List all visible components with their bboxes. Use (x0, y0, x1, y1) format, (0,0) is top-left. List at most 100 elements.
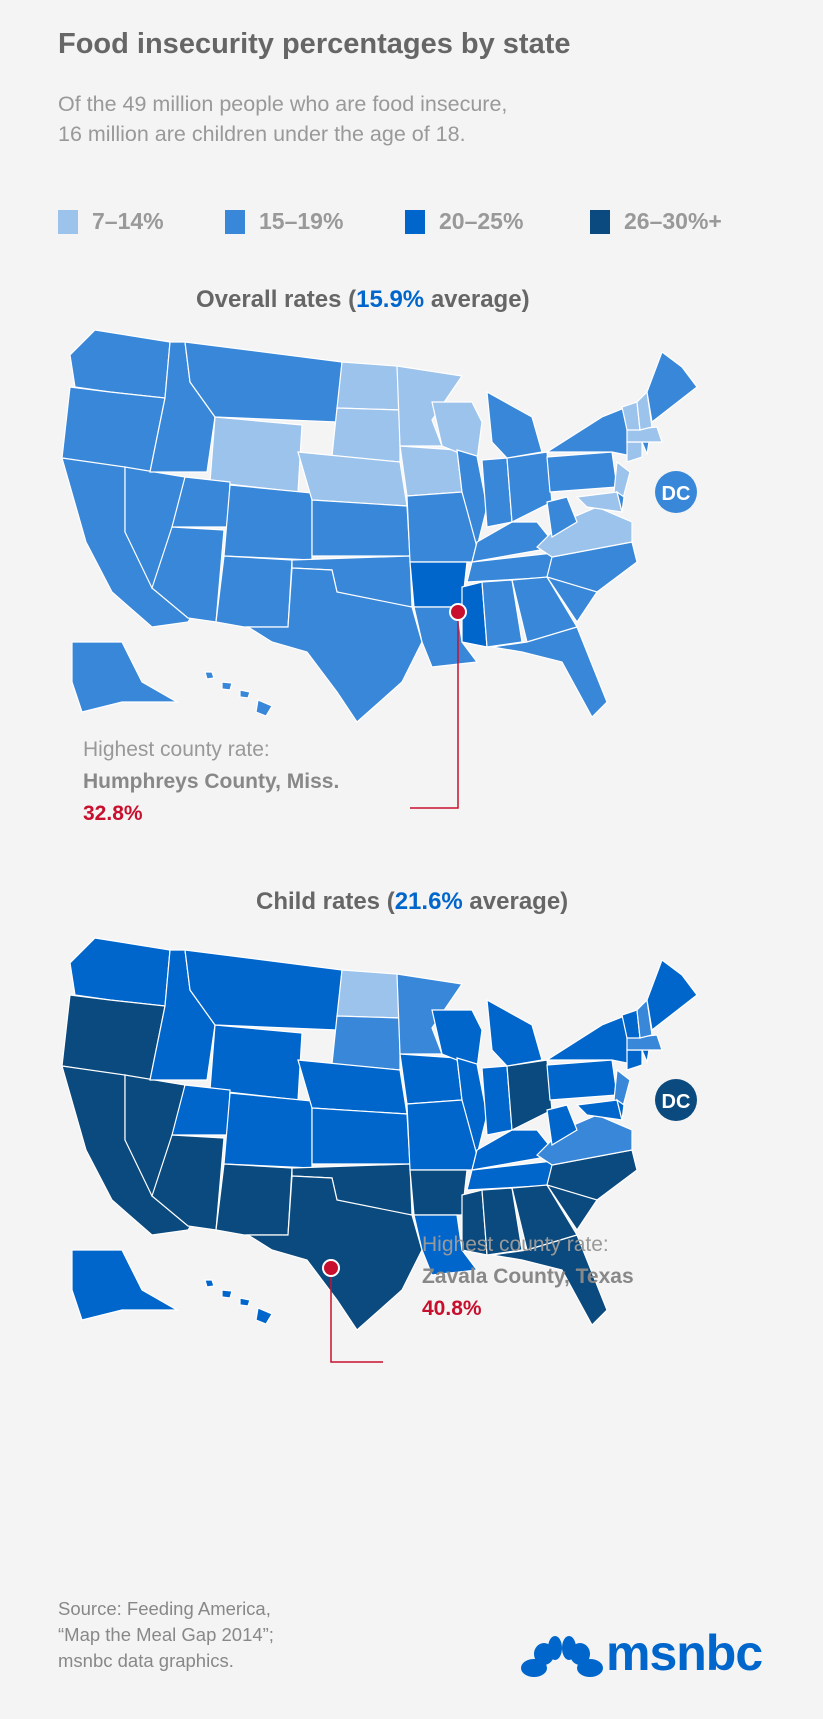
state-hi (204, 671, 215, 680)
state-hi (221, 1289, 233, 1299)
state-ak (71, 641, 180, 713)
dc-circle (655, 1079, 697, 1121)
legend-swatch (58, 209, 78, 234)
legend-swatch (405, 209, 425, 234)
legend-item-top: 26–30%+ (590, 208, 722, 235)
state-ar (409, 1169, 468, 1216)
legend-label: 20–25% (439, 208, 524, 234)
state-ct (626, 441, 643, 463)
state-fl (491, 626, 608, 718)
overall-highest-county: Humphreys County, Miss. (83, 770, 340, 793)
child-highest-label: Highest county rate: (422, 1233, 609, 1256)
state-wv (546, 1104, 578, 1146)
child-rates-map: DC (61, 937, 698, 1363)
state-mi (486, 390, 543, 459)
state-or (61, 386, 166, 473)
state-il (456, 449, 488, 550)
dc-label: DC (662, 1091, 691, 1113)
state-hi (239, 689, 251, 699)
child-average: 21.6% (394, 888, 463, 915)
legend-label: 26–30%+ (624, 208, 722, 234)
state-md (575, 491, 623, 513)
state-ri (641, 441, 650, 457)
state-oh (506, 1059, 553, 1131)
state-wv (546, 496, 578, 538)
msnbc-logo: msnbc (606, 1625, 763, 1681)
subtitle-line-2: 16 million are children under the age of… (58, 122, 466, 146)
state-az (151, 1134, 225, 1231)
state-wa (69, 329, 171, 399)
state-tx (245, 567, 423, 723)
source-line-3: msnbc data graphics. (58, 1650, 234, 1671)
state-mi (486, 998, 543, 1067)
state-mn (396, 973, 464, 1055)
legend-item-mid: 15–19% (225, 208, 343, 235)
legend-label: 15–19% (259, 208, 344, 234)
dc-circle (655, 471, 697, 513)
page-title: Food insecurity percentages by state (58, 28, 571, 60)
state-ks (311, 499, 411, 557)
state-pa (546, 451, 618, 493)
peacock-logo-icon (521, 1636, 603, 1677)
state-ak (71, 1249, 180, 1321)
state-mn (396, 365, 464, 447)
source-line-1: Source: Feeding America, (58, 1598, 271, 1619)
overall-rates-map: DC (61, 329, 698, 809)
state-la (413, 1214, 479, 1276)
state-il (456, 1057, 488, 1158)
state-nd (336, 361, 401, 411)
state-tx (245, 1175, 423, 1331)
state-ia (399, 445, 463, 497)
state-de (616, 490, 625, 513)
overall-highest-value: 32.8% (83, 802, 143, 825)
state-co (223, 1092, 313, 1169)
state-az (151, 526, 225, 623)
state-me (646, 351, 698, 424)
state-hi (255, 1307, 273, 1325)
legend-label: 7–14% (92, 208, 164, 234)
highest-county-leader-line (410, 612, 459, 809)
state-hi (204, 1279, 215, 1288)
dc-label: DC (662, 483, 691, 505)
state-hi (239, 1297, 251, 1307)
state-hi (255, 699, 273, 717)
overall-average: 15.9% (356, 286, 425, 313)
state-ar (409, 561, 468, 608)
state-md (575, 1099, 623, 1121)
state-nm (215, 555, 293, 628)
source-line-2: “Map the Meal Gap 2014”; (58, 1624, 274, 1645)
state-ks (311, 1107, 411, 1165)
state-hi (221, 681, 233, 691)
state-ct (626, 1049, 643, 1071)
state-ia (399, 1053, 463, 1105)
state-fl (491, 1234, 608, 1326)
overall-map-title: Overall rates (15.9% average) (196, 286, 530, 313)
state-al (481, 1187, 523, 1256)
highest-county-leader-line (330, 1268, 383, 1363)
legend-swatch (225, 209, 245, 234)
highest-county-marker (449, 603, 467, 621)
state-wa (69, 937, 171, 1007)
state-al (481, 579, 523, 648)
child-highest-county: Zavala County, Texas (422, 1265, 634, 1288)
state-wi (431, 401, 483, 461)
overall-highest-label: Highest county rate: (83, 738, 270, 761)
state-pa (546, 1059, 618, 1101)
legend-item-high: 20–25% (405, 208, 523, 235)
state-de (616, 1098, 625, 1121)
child-highest-value: 40.8% (422, 1297, 482, 1320)
highest-county-marker (322, 1259, 340, 1277)
state-wi (431, 1009, 483, 1069)
state-ri (641, 1049, 650, 1065)
legend-item-low: 7–14% (58, 208, 164, 235)
subtitle-line-1: Of the 49 million people who are food in… (58, 92, 508, 116)
state-nm (215, 1163, 293, 1236)
state-oh (506, 451, 553, 523)
legend-swatch (590, 209, 610, 234)
state-nd (336, 969, 401, 1019)
state-sd (331, 407, 401, 463)
child-map-title: Child rates (21.6% average) (256, 888, 569, 915)
state-ky (471, 521, 559, 563)
state-or (61, 994, 166, 1081)
